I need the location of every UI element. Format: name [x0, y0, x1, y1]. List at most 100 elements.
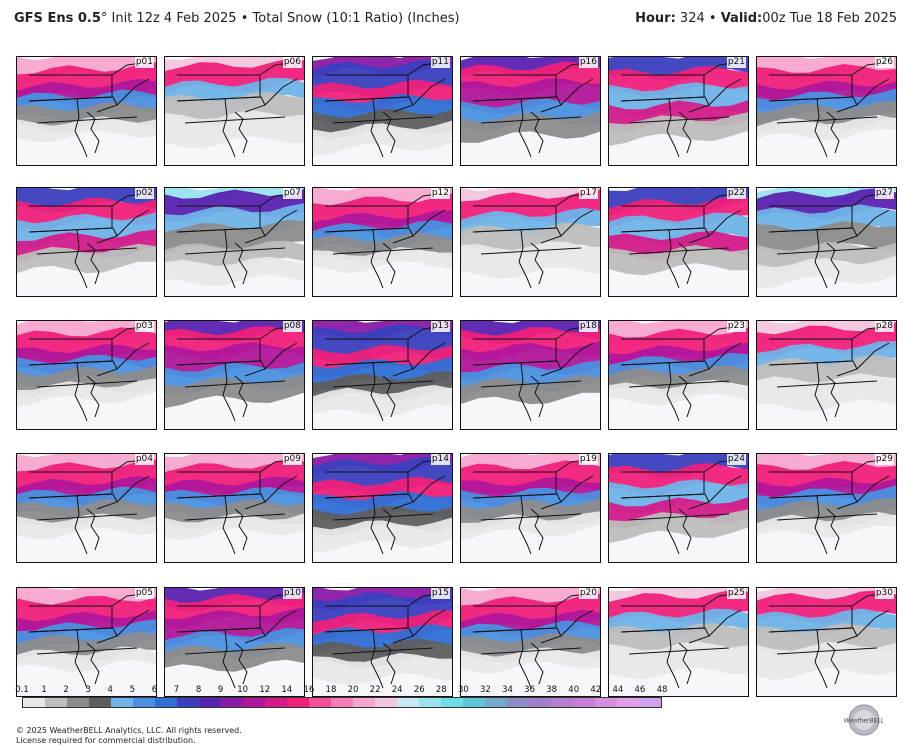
border-line [28, 493, 118, 510]
member-label: p29 [874, 454, 894, 465]
border-line [264, 475, 298, 503]
snow-band [313, 653, 452, 686]
member-label: p01 [134, 57, 154, 68]
ensemble-member-panel: p24 [608, 453, 749, 563]
colorbar-segment [133, 698, 155, 707]
snow-band [757, 221, 896, 256]
colorbar-tick-label: 7 [173, 685, 180, 695]
init-time: Init 12z 4 Feb 2025 [111, 11, 237, 26]
colorbar-segment [375, 698, 397, 707]
snowfall-map [17, 454, 156, 562]
border-line [324, 96, 414, 113]
border-line [370, 495, 384, 555]
colorbar-segment [463, 698, 485, 707]
model-name: GFS Ens 0.5 [14, 11, 101, 26]
member-label: p09 [282, 454, 302, 465]
snowfall-map [313, 57, 452, 165]
ensemble-member-panel: p18 [460, 320, 601, 430]
colorbar-segment [397, 698, 419, 707]
colorbar-tick-label: 24 [391, 685, 403, 695]
colorbar-tick-label: 2 [63, 685, 69, 695]
ensemble-member-panel: p22 [608, 187, 749, 297]
ensemble-member-panel: p11 [312, 56, 453, 166]
colorbar-segment [199, 698, 221, 707]
snow-band [17, 321, 156, 345]
member-label: p07 [282, 188, 302, 199]
border-line [708, 475, 742, 503]
ensemble-member-panel: p20 [460, 587, 601, 697]
border-line [324, 493, 414, 510]
member-label: p27 [874, 188, 894, 199]
ensemble-member-panel: p13 [312, 320, 453, 430]
colorbar-segment [617, 698, 639, 707]
member-label: p16 [578, 57, 598, 68]
member-label: p10 [282, 588, 302, 599]
colorbar-tick-label: 9 [217, 685, 224, 695]
hour-label: Hour: [635, 11, 676, 26]
colorbar-tick-label: 30 [457, 685, 469, 695]
colorbar-segment [331, 698, 353, 707]
border-line [176, 227, 266, 244]
border-line [176, 493, 266, 510]
border-line [826, 642, 840, 685]
border-line [472, 493, 562, 510]
border-line [222, 98, 236, 158]
snow-band [165, 642, 304, 672]
colorbar-tick-label: 14 [281, 685, 293, 695]
border-line [412, 609, 446, 637]
border-line [36, 380, 138, 388]
colorbar-tick-label: 36 [524, 685, 535, 695]
snowfall-map [757, 321, 896, 429]
ensemble-member-panel: p26 [756, 56, 897, 166]
colorbar-segment [595, 698, 617, 707]
border-line [776, 513, 878, 521]
ensemble-member-panel: p10 [164, 587, 305, 697]
snow-band [609, 82, 748, 117]
ensemble-member-panel: p28 [756, 320, 897, 430]
border-line [518, 229, 532, 289]
colorbar-segment [353, 698, 375, 707]
border-line [370, 98, 384, 158]
colorbar-segment [23, 698, 45, 707]
border-line [116, 609, 150, 637]
snowfall-map [461, 188, 600, 296]
colorbar-segment [243, 698, 265, 707]
border-line [530, 242, 544, 285]
colorbar-tick-label: 0.1 [15, 685, 29, 695]
snow-band [313, 638, 452, 669]
snow-band [757, 641, 896, 680]
snowfall-map [313, 454, 452, 562]
valid-value: 00z Tue 18 Feb 2025 [762, 11, 897, 26]
border-line [814, 495, 828, 555]
border-line [530, 111, 544, 154]
border-line [370, 362, 384, 422]
border-line [382, 111, 396, 154]
snow-band [313, 247, 452, 274]
colorbar-segment [639, 698, 661, 707]
border-line [776, 647, 878, 655]
border-line [28, 627, 118, 644]
snowfall-map [461, 588, 600, 696]
snowfall-map [17, 588, 156, 696]
border-line [234, 242, 248, 285]
border-line [560, 475, 594, 503]
border-line [116, 342, 150, 370]
snow-band [313, 517, 452, 553]
border-line [776, 116, 878, 124]
border-line [708, 209, 742, 237]
border-line [620, 360, 710, 377]
border-line [234, 508, 248, 551]
border-line [666, 229, 680, 289]
ensemble-member-panel: p29 [756, 453, 897, 563]
snow-band [609, 245, 748, 276]
border-line [560, 609, 594, 637]
ensemble-member-panel: p23 [608, 320, 749, 430]
colorbar-segment [111, 698, 133, 707]
border-line [324, 627, 414, 644]
border-line [36, 247, 138, 255]
border-line [678, 375, 692, 418]
colorbar-segment [67, 698, 89, 707]
snow-band [165, 513, 304, 541]
colorbar-tick-label: 34 [502, 685, 513, 695]
border-line [86, 508, 100, 551]
